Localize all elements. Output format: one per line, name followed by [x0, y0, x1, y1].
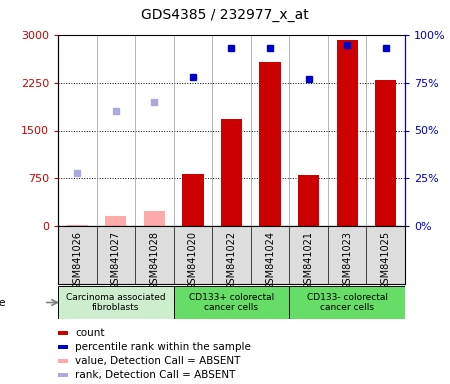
Text: GSM841025: GSM841025 [381, 231, 391, 290]
Bar [260, 62, 281, 226]
Text: Carcinoma associated
fibroblasts: Carcinoma associated fibroblasts [66, 293, 166, 312]
Bar [58, 345, 68, 349]
Bar [375, 79, 396, 226]
Text: GSM841020: GSM841020 [188, 231, 198, 290]
Bar [337, 40, 358, 226]
Text: cell type: cell type [0, 298, 6, 308]
Text: GSM841028: GSM841028 [149, 231, 159, 290]
Bar [67, 225, 88, 226]
Bar [221, 119, 242, 226]
Bar [58, 331, 68, 335]
Text: CD133+ colorectal
cancer cells: CD133+ colorectal cancer cells [189, 293, 274, 312]
Text: percentile rank within the sample: percentile rank within the sample [75, 342, 251, 352]
Text: rank, Detection Call = ABSENT: rank, Detection Call = ABSENT [75, 370, 236, 380]
Text: GSM841023: GSM841023 [342, 231, 352, 290]
Bar [58, 373, 68, 377]
Text: GSM841026: GSM841026 [72, 231, 82, 290]
Bar [58, 359, 68, 363]
Bar [298, 175, 319, 226]
Text: count: count [75, 328, 105, 338]
Bar [105, 217, 126, 226]
Text: CD133- colorectal
cancer cells: CD133- colorectal cancer cells [306, 293, 387, 312]
Text: GDS4385 / 232977_x_at: GDS4385 / 232977_x_at [141, 8, 309, 22]
Bar [289, 286, 405, 319]
Bar [144, 211, 165, 226]
Bar [58, 286, 174, 319]
Text: value, Detection Call = ABSENT: value, Detection Call = ABSENT [75, 356, 241, 366]
Bar [182, 174, 203, 226]
Bar [174, 286, 289, 319]
Text: GSM841027: GSM841027 [111, 231, 121, 290]
Text: GSM841022: GSM841022 [226, 231, 237, 290]
Text: GSM841021: GSM841021 [304, 231, 314, 290]
Text: GSM841024: GSM841024 [265, 231, 275, 290]
